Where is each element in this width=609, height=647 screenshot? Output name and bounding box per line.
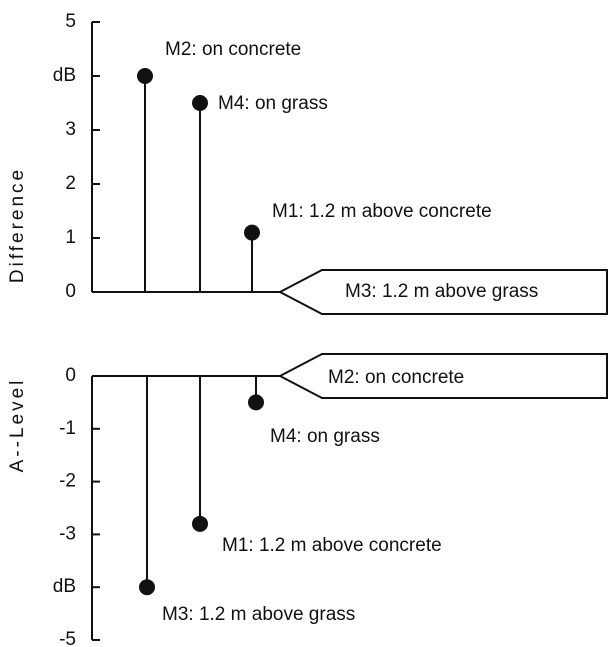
stem-label: M1: 1.2 m above concrete xyxy=(222,535,442,556)
stem-label: M1: 1.2 m above concrete xyxy=(272,201,492,222)
stem-dot xyxy=(192,95,208,111)
stem-dot xyxy=(248,394,264,411)
y-tick-label: dB xyxy=(53,576,76,597)
y-tick-label: -1 xyxy=(59,418,76,439)
reference-box xyxy=(277,353,608,399)
y-tick-label: dB xyxy=(53,65,76,86)
stem-label: M4: on grass xyxy=(218,93,328,114)
stem-label: M3: 1.2 m above grass xyxy=(162,604,355,625)
stem-label: M2: on concrete xyxy=(165,39,301,60)
y-tick-label: 1 xyxy=(65,227,76,248)
y-tick-label: 2 xyxy=(65,173,76,194)
y-tick-label: -5 xyxy=(59,629,76,647)
stem-dot xyxy=(139,579,155,596)
stem-label: M4: on grass xyxy=(270,426,380,447)
y-tick-label: -3 xyxy=(59,523,76,544)
reference-label: M2: on concrete xyxy=(328,367,464,388)
y-tick-label: 0 xyxy=(65,281,76,302)
y-axis-label: A--Level xyxy=(7,378,28,473)
stem-dot xyxy=(192,515,208,532)
stem-dot xyxy=(137,68,153,84)
y-tick-label: -2 xyxy=(59,471,76,492)
y-tick-label: 3 xyxy=(65,119,76,140)
reference-box xyxy=(277,269,608,315)
y-tick-label: 5 xyxy=(65,11,76,32)
reference-label: M3: 1.2 m above grass xyxy=(345,281,538,302)
y-tick-label: 0 xyxy=(65,365,76,386)
y-axis-label: Difference xyxy=(7,167,28,283)
stem-dot xyxy=(244,224,260,241)
